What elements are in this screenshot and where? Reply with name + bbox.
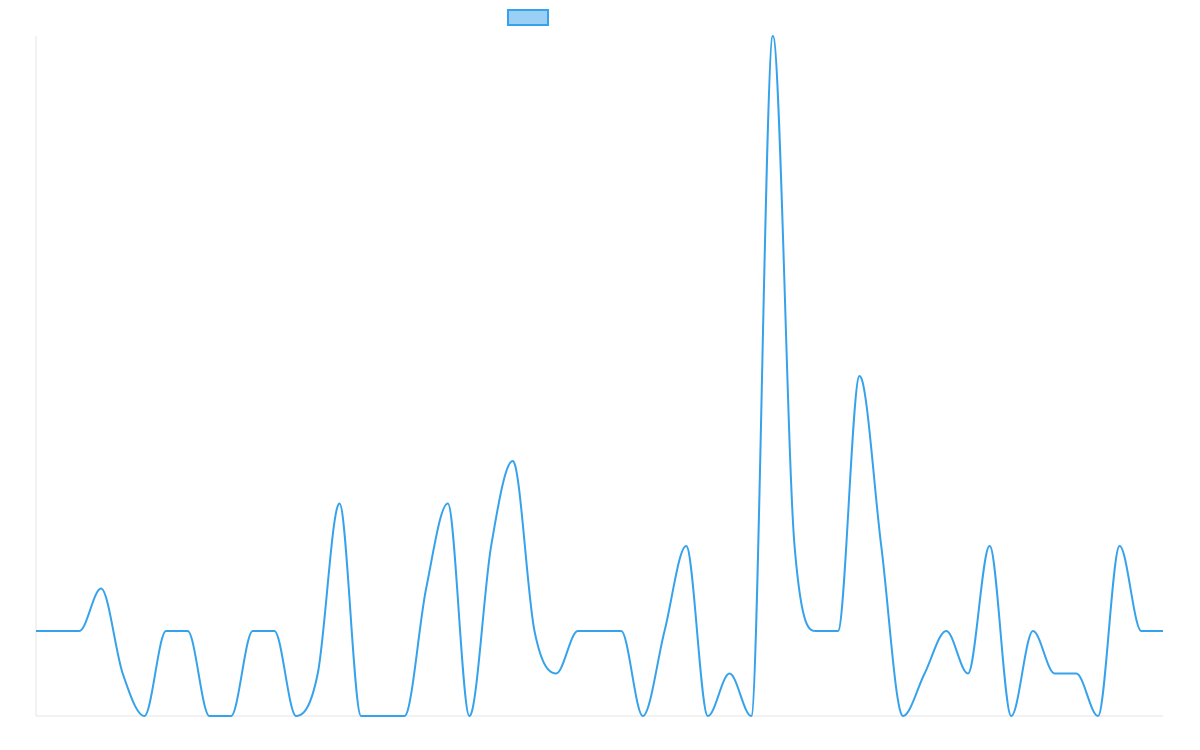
series-line <box>35 35 1163 717</box>
series-layer <box>35 35 1163 717</box>
legend-swatch[interactable] <box>507 9 549 26</box>
legend[interactable] <box>507 9 549 26</box>
axes <box>35 36 1163 717</box>
